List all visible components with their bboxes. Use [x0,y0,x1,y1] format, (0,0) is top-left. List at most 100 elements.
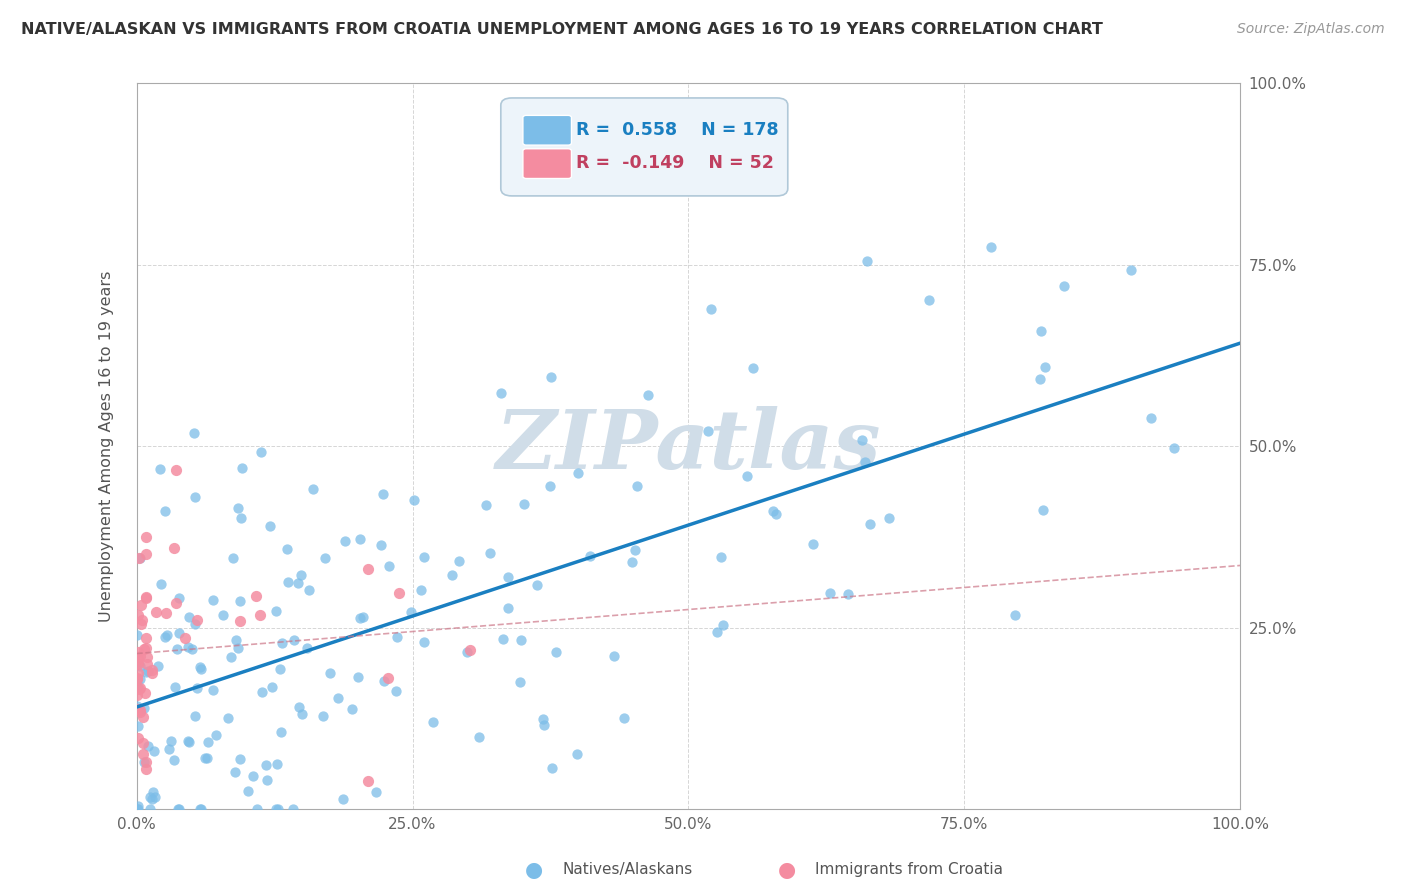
Point [125,702,148,716]
Point [190,802,212,816]
Point [347,670,370,684]
Point [422,715,444,730]
Point [183,490,205,504]
Point [155,607,177,621]
Y-axis label: Unemployment Among Ages 16 to 19 years: Unemployment Among Ages 16 to 19 years [100,270,114,622]
Point [219,649,242,664]
Point [131,613,153,627]
Point [357,773,380,788]
Point [762,504,785,518]
Point [129,659,152,673]
Text: R =  0.558    N = 178: R = 0.558 N = 178 [576,121,779,139]
Point [229,614,252,628]
Point [1163,441,1185,455]
Point [202,593,225,607]
Point [401,605,423,619]
Point [127,645,149,659]
Point [125,657,148,671]
Point [153,504,176,518]
Point [174,631,197,645]
Point [333,533,356,548]
Point [141,666,163,681]
Point [135,665,157,679]
Point [125,671,148,685]
Point [225,633,247,648]
Point [127,731,149,745]
Point [129,551,152,566]
Point [264,604,287,618]
Point [254,757,277,772]
Point [142,785,165,799]
Point [312,709,335,723]
Point [167,802,190,816]
Point [1028,372,1050,386]
Point [236,784,259,798]
Point [226,501,249,516]
Point [332,792,354,806]
FancyBboxPatch shape [523,115,571,145]
Point [127,680,149,694]
Point [179,609,201,624]
Point [388,586,411,600]
Point [377,671,399,685]
Point [249,607,271,622]
Point [801,536,824,550]
Point [132,736,155,750]
Point [980,240,1002,254]
Point [195,751,218,765]
Point [135,755,157,769]
Point [125,698,148,713]
Point [228,752,250,766]
Point [710,550,733,565]
Point [205,728,228,742]
Point [177,734,200,748]
Point [741,361,763,376]
Point [125,689,148,703]
Point [271,636,294,650]
Point [128,551,150,566]
Point [626,479,648,493]
Point [735,469,758,483]
Point [456,645,478,659]
Point [250,685,273,699]
Point [149,577,172,591]
Point [531,713,554,727]
Point [700,302,723,317]
Point [135,530,157,544]
Point [298,583,321,598]
Point [125,672,148,686]
Point [449,554,471,568]
Point [818,586,841,600]
Point [319,665,342,680]
Point [496,601,519,615]
Text: ZIPatlas: ZIPatlas [496,406,882,486]
Point [373,487,395,501]
Point [167,625,190,640]
Point [197,735,219,749]
Point [1004,608,1026,623]
Point [269,662,291,676]
Point [387,630,409,644]
Point [186,613,208,627]
Point [283,633,305,648]
Point [498,569,520,583]
Text: Immigrants from Croatia: Immigrants from Croatia [815,863,1004,877]
Point [533,718,555,732]
Point [918,293,941,308]
Point [510,632,533,647]
Point [1119,262,1142,277]
Point [129,681,152,696]
Text: NATIVE/ALASKAN VS IMMIGRANTS FROM CROATIA UNEMPLOYMENT AMONG AGES 16 TO 19 YEARS: NATIVE/ALASKAN VS IMMIGRANTS FROM CROATI… [21,22,1102,37]
Point [127,657,149,672]
Point [402,492,425,507]
Text: R =  -0.149    N = 52: R = -0.149 N = 52 [576,154,773,172]
Point [856,253,879,268]
Point [370,538,392,552]
Point [128,682,150,697]
Point [129,648,152,663]
Point [706,624,728,639]
Point [1032,503,1054,517]
Point [364,785,387,799]
Point [190,660,212,674]
Point [264,802,287,816]
